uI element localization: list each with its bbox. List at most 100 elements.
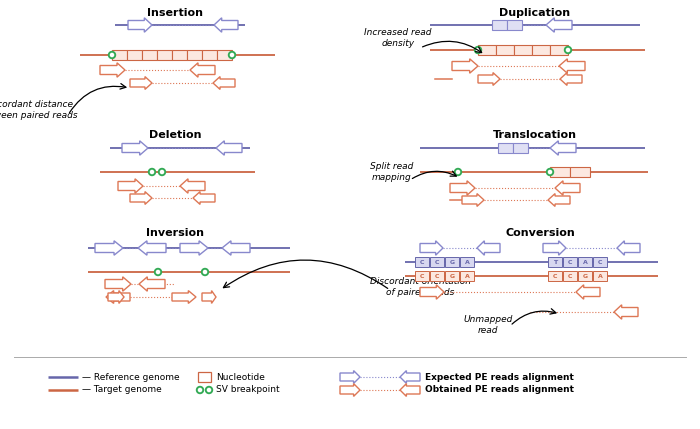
Circle shape [197, 387, 204, 393]
Text: Duplication: Duplication [499, 8, 570, 18]
Text: C: C [568, 274, 573, 278]
Bar [550, 167, 570, 177]
Bar [548, 271, 562, 281]
Polygon shape [138, 241, 166, 255]
Polygon shape [462, 193, 484, 206]
Polygon shape [95, 241, 123, 255]
Text: T: T [553, 260, 557, 265]
Bar [158, 50, 172, 60]
Bar [460, 271, 474, 281]
Polygon shape [180, 179, 205, 193]
Bar [578, 257, 592, 267]
Text: Translocation: Translocation [493, 130, 577, 140]
Polygon shape [214, 18, 238, 32]
Text: G: G [449, 274, 454, 278]
Polygon shape [128, 18, 152, 32]
Polygon shape [216, 141, 242, 155]
Circle shape [206, 387, 213, 393]
Circle shape [155, 269, 162, 275]
Polygon shape [420, 285, 444, 299]
Text: Nucleotide: Nucleotide [216, 372, 265, 381]
Circle shape [198, 388, 202, 392]
Circle shape [111, 54, 113, 57]
Bar [445, 257, 459, 267]
Bar [492, 20, 507, 30]
Bar [415, 257, 429, 267]
Bar [548, 257, 562, 267]
Circle shape [564, 46, 571, 54]
Polygon shape [213, 77, 235, 89]
Bar [563, 257, 577, 267]
Text: SV breakpoint: SV breakpoint [216, 386, 279, 395]
Circle shape [160, 170, 164, 174]
Polygon shape [550, 141, 576, 155]
Circle shape [228, 51, 235, 58]
Polygon shape [130, 192, 152, 204]
Text: C: C [420, 260, 424, 265]
Bar [498, 143, 512, 153]
Text: G: G [582, 274, 587, 278]
Polygon shape [617, 241, 640, 255]
Text: A: A [465, 260, 470, 265]
Circle shape [207, 388, 211, 392]
Polygon shape [108, 290, 124, 303]
Polygon shape [614, 305, 638, 319]
Bar [514, 45, 532, 55]
Circle shape [454, 169, 461, 175]
Text: C: C [568, 260, 573, 265]
Bar [172, 50, 187, 60]
Circle shape [456, 170, 460, 174]
Text: Increased read
density: Increased read density [364, 28, 432, 48]
Polygon shape [100, 63, 125, 77]
Bar [508, 20, 522, 30]
Bar [112, 50, 127, 60]
Polygon shape [202, 290, 216, 303]
Circle shape [477, 48, 480, 51]
Circle shape [156, 270, 160, 274]
Polygon shape [340, 371, 360, 384]
Polygon shape [400, 371, 420, 384]
Text: Unmapped
read: Unmapped read [463, 315, 512, 335]
Bar [430, 257, 444, 267]
Bar [460, 257, 474, 267]
Polygon shape [190, 63, 215, 77]
Text: — Target genome: — Target genome [82, 386, 162, 395]
Bar [513, 143, 528, 153]
Polygon shape [340, 384, 360, 396]
Polygon shape [452, 59, 478, 73]
Text: Discordant distance
between paired reads: Discordant distance between paired reads [0, 100, 77, 120]
Polygon shape [106, 290, 130, 303]
Polygon shape [543, 241, 566, 255]
Text: A: A [465, 274, 470, 278]
Polygon shape [130, 77, 152, 89]
Text: C: C [435, 274, 440, 278]
Bar [445, 271, 459, 281]
Polygon shape [180, 241, 208, 255]
Bar [430, 271, 444, 281]
Bar [593, 257, 607, 267]
Bar [478, 45, 496, 55]
Text: Expected PE reads alignment: Expected PE reads alignment [425, 372, 574, 381]
Polygon shape [118, 179, 143, 193]
Text: Discordant orientation
of paired reads: Discordant orientation of paired reads [370, 277, 470, 297]
Polygon shape [193, 192, 215, 204]
Polygon shape [546, 18, 572, 32]
Polygon shape [222, 241, 250, 255]
Polygon shape [172, 290, 196, 303]
Circle shape [158, 169, 165, 175]
Polygon shape [560, 73, 582, 85]
Circle shape [202, 269, 209, 275]
Circle shape [148, 169, 155, 175]
Polygon shape [576, 285, 600, 299]
Bar [532, 45, 550, 55]
Text: G: G [449, 260, 454, 265]
Circle shape [475, 46, 482, 54]
Bar [127, 50, 141, 60]
Polygon shape [450, 181, 475, 195]
Bar [415, 271, 429, 281]
Bar [202, 50, 217, 60]
Text: A: A [582, 260, 587, 265]
Circle shape [566, 48, 570, 51]
Text: Insertion: Insertion [147, 8, 203, 18]
Polygon shape [477, 241, 500, 255]
